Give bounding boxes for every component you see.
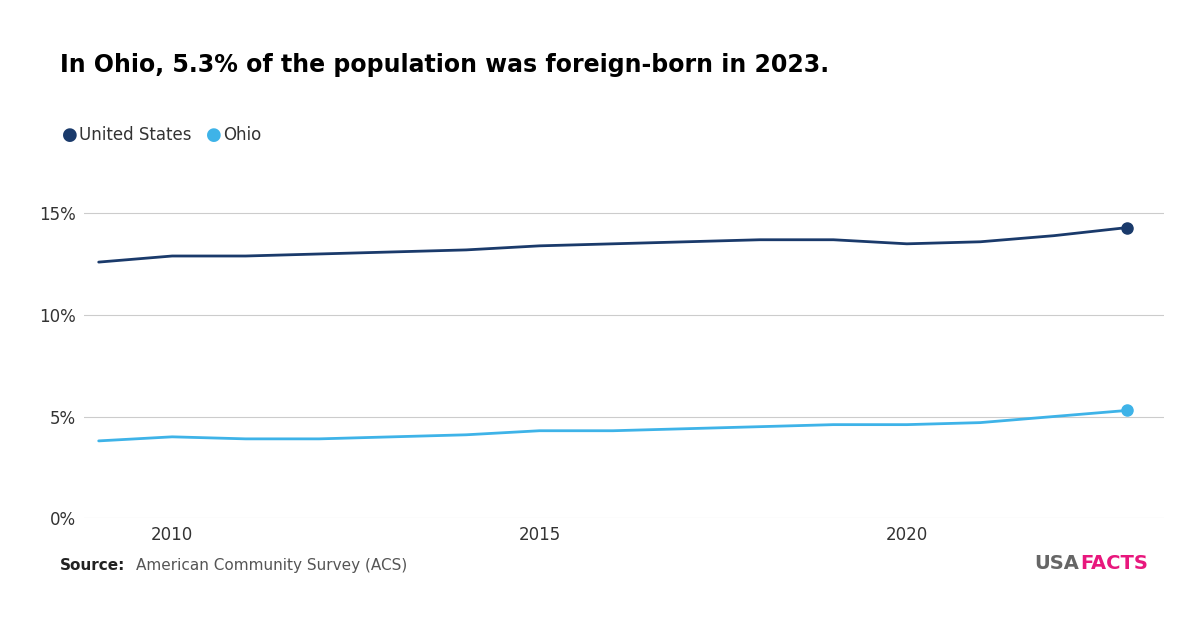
Text: Ohio: Ohio xyxy=(223,126,262,144)
Text: ●: ● xyxy=(62,126,78,144)
Text: FACTS: FACTS xyxy=(1080,554,1148,573)
Text: American Community Survey (ACS): American Community Survey (ACS) xyxy=(136,558,407,573)
Text: ●: ● xyxy=(206,126,222,144)
Text: In Ohio, 5.3% of the population was foreign-born in 2023.: In Ohio, 5.3% of the population was fore… xyxy=(60,53,829,77)
Text: United States: United States xyxy=(79,126,192,144)
Text: USA: USA xyxy=(1034,554,1079,573)
Text: Source:: Source: xyxy=(60,558,125,573)
